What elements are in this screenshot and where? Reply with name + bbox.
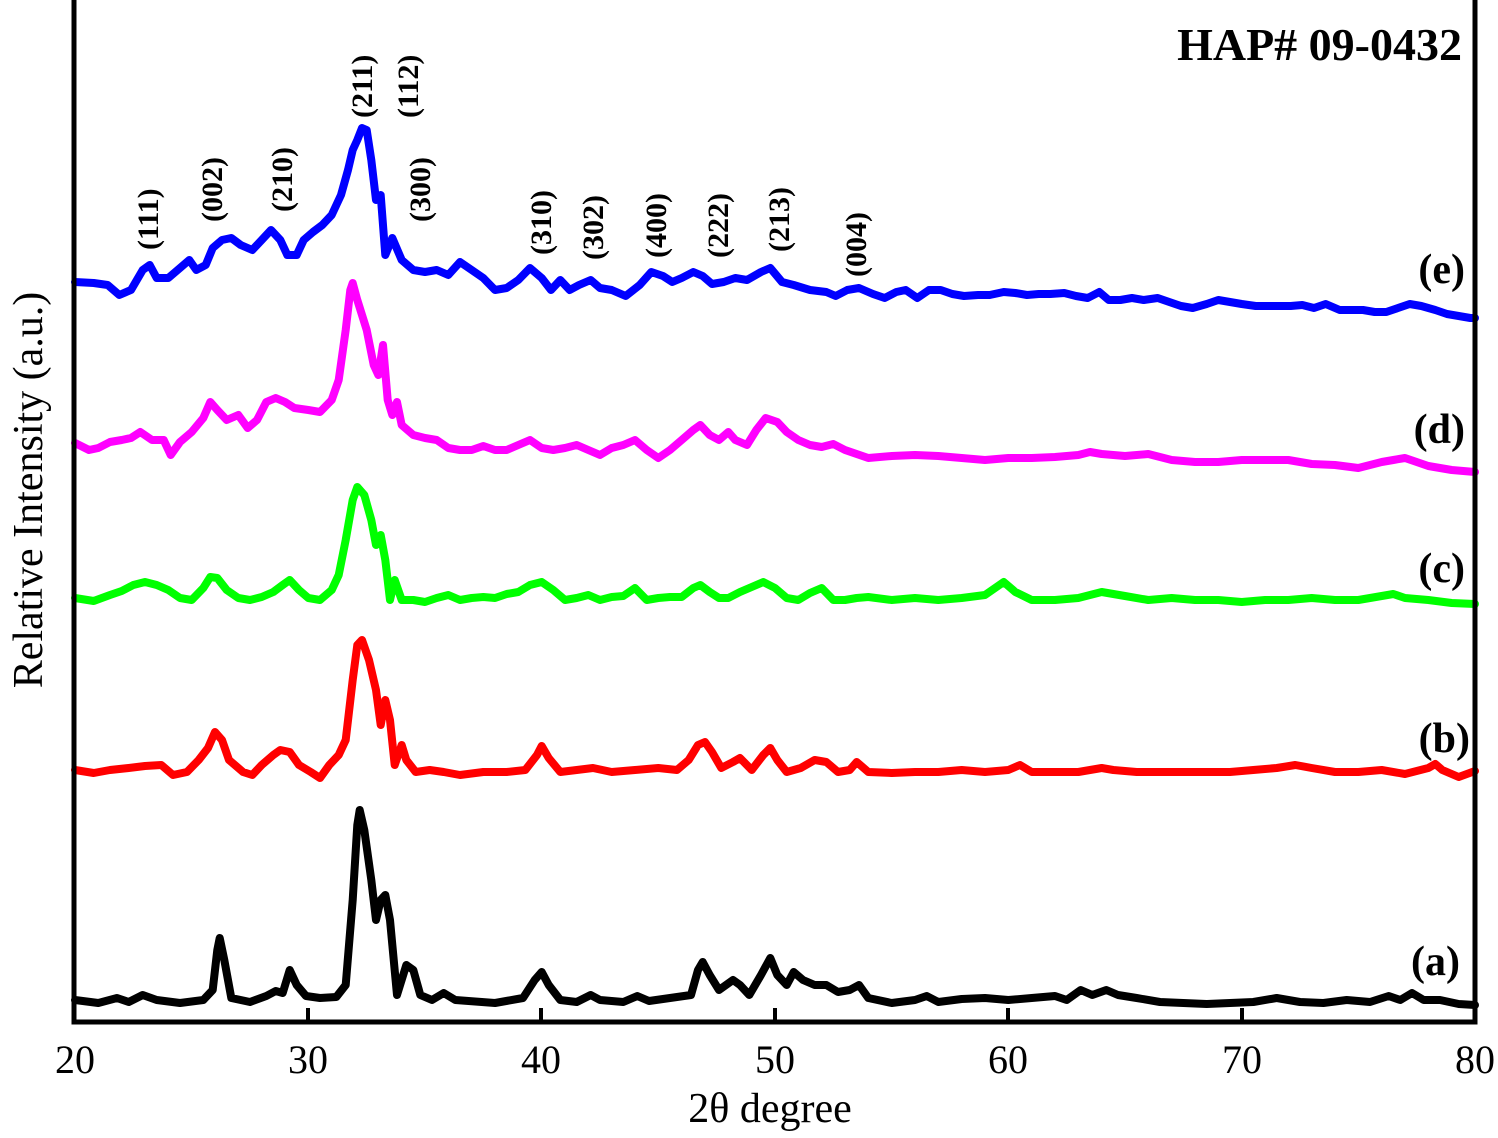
xrd-curve-c — [71, 483, 1479, 608]
xrd-curves — [71, 124, 1479, 1009]
hkl-label-213: (213) — [763, 187, 796, 252]
x-tick-label: 50 — [755, 1037, 795, 1082]
x-tick-label: 60 — [988, 1037, 1028, 1082]
reference-title: HAP# 09-0432 — [1177, 19, 1462, 70]
hkl-label-111: (111) — [132, 188, 165, 250]
y-axis-title: Relative Intensity (a.u.) — [6, 292, 52, 689]
hkl-label-222: (222) — [702, 193, 735, 258]
hkl-label-302: (302) — [577, 195, 610, 260]
series-label-a: (a) — [1411, 939, 1460, 985]
hkl-label-004: (004) — [840, 212, 873, 277]
series-label-b: (b) — [1419, 716, 1470, 762]
hkl-label-211: (211) — [346, 55, 379, 118]
hkl-label-400: (400) — [640, 193, 673, 258]
series-label-e: (e) — [1418, 247, 1465, 293]
x-tick-label: 40 — [521, 1037, 561, 1082]
x-tick-label: 70 — [1222, 1037, 1262, 1082]
series-label-c: (c) — [1418, 546, 1465, 592]
hkl-label-300: (300) — [404, 157, 437, 222]
hkl-label-112: (112) — [392, 55, 425, 118]
x-tick-label: 20 — [55, 1037, 95, 1082]
xrd-curve-b — [71, 636, 1479, 782]
xrd-curve-a — [71, 806, 1479, 1009]
x-axis-title: 2θ degree — [688, 1086, 852, 1132]
xrd-curve-e — [71, 124, 1479, 322]
hkl-label-310: (310) — [525, 190, 558, 255]
x-tick-label: 30 — [288, 1037, 328, 1082]
hkl-label-210: (210) — [266, 147, 299, 212]
hkl-label-002: (002) — [196, 157, 229, 222]
x-axis-ticks — [306, 1008, 1244, 1022]
series-label-d: (d) — [1414, 407, 1465, 453]
xrd-curve-d — [71, 279, 1479, 476]
x-tick-label: 80 — [1455, 1037, 1495, 1082]
